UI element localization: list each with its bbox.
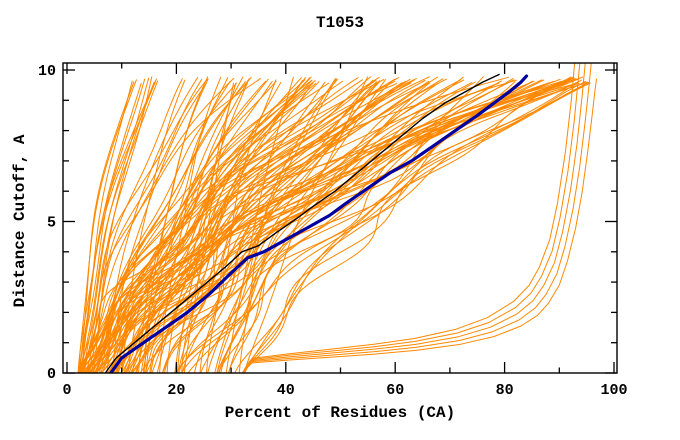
model-curve [139, 82, 589, 374]
x-tick-label: 0 [62, 382, 71, 399]
outlier-curve [247, 78, 597, 364]
model-curve [78, 78, 208, 374]
model-curve [199, 83, 429, 374]
model-curve [242, 81, 586, 374]
model-curve [86, 77, 252, 374]
model-curve [217, 79, 543, 374]
model-curve [77, 76, 509, 374]
model-curve [77, 78, 157, 374]
model-curve [95, 81, 380, 374]
model-curve [121, 79, 186, 374]
chart-title: T1053 [316, 14, 364, 32]
model-curve [93, 81, 155, 374]
model-curve [83, 76, 153, 374]
x-tick-label: 40 [277, 382, 295, 399]
x-axis-label: Percent of Residues (CA) [225, 404, 455, 422]
model-curve [78, 80, 157, 374]
model-curve [81, 78, 183, 374]
y-tick-label: 0 [47, 366, 56, 383]
y-tick-label: 5 [47, 215, 56, 232]
outlier-curve [251, 63, 581, 360]
axes-layer: 0 20 40 60 80 100 0 5 10 [38, 62, 628, 399]
model-curve [91, 76, 380, 374]
model-curve [200, 79, 387, 374]
model-curve [149, 81, 589, 374]
model-curve [242, 76, 572, 374]
model-curve [77, 80, 266, 374]
x-tick-label: 20 [167, 382, 185, 399]
outlier-curve [252, 63, 576, 359]
y-tick-label: 10 [38, 63, 56, 80]
highlight-model-navy [109, 74, 529, 374]
model-curve [181, 77, 575, 374]
model-curve [176, 82, 237, 374]
highlight-model-black [104, 73, 500, 374]
curves-layer [77, 63, 597, 374]
model-curve [243, 76, 369, 374]
model-curve [162, 80, 554, 374]
model-curve [174, 80, 581, 374]
model-curve [107, 78, 577, 374]
model-curve [77, 79, 137, 374]
model-curve [181, 79, 394, 374]
model-curve [123, 83, 314, 374]
model-curve [101, 76, 430, 374]
model-curve [181, 77, 306, 374]
model-curve [98, 80, 344, 374]
x-tick-label: 60 [386, 382, 404, 399]
model-curve [78, 79, 363, 374]
model-curve [216, 79, 374, 374]
model-curve [106, 76, 199, 374]
x-tick-label: 100 [600, 382, 627, 399]
model-curve [241, 76, 484, 374]
outlier-curve [249, 63, 586, 362]
model-curve [207, 80, 381, 374]
model-curve [220, 76, 464, 374]
model-curve [95, 82, 238, 374]
x-tick-label: 80 [496, 382, 514, 399]
outlier-curve [248, 63, 592, 363]
model-curve [82, 78, 203, 374]
model-curve [77, 78, 580, 374]
model-curve [117, 83, 317, 374]
model-curve [218, 82, 439, 374]
model-curve [101, 78, 269, 374]
model-curve [128, 81, 314, 374]
model-curve [77, 78, 146, 374]
model-curve [90, 79, 377, 374]
model-curve [81, 82, 580, 374]
model-curve [183, 82, 234, 374]
model-curve [163, 83, 567, 374]
model-curve [111, 81, 588, 374]
model-curve [162, 79, 515, 374]
y-axis-label: Distance Cutoff, A [11, 134, 29, 307]
